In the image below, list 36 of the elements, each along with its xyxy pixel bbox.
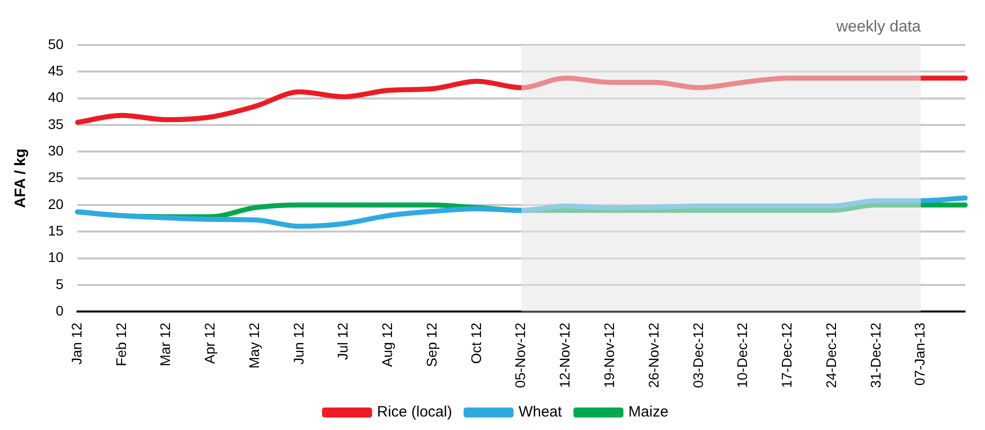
x-tick-label: Aug 12 bbox=[379, 322, 396, 368]
y-tick-label: 5 bbox=[56, 276, 64, 292]
x-tick-label: Apr 12 bbox=[202, 322, 218, 364]
y-tick-label: 30 bbox=[48, 142, 64, 159]
x-tick-label: 19-Nov-12 bbox=[601, 322, 618, 388]
x-tick-label: 26-Nov-12 bbox=[645, 322, 662, 388]
x-tick-label: Jun 12 bbox=[290, 322, 306, 365]
x-tick-label: May 12 bbox=[246, 322, 262, 369]
x-tick-label: 10-Dec-12 bbox=[734, 322, 750, 388]
x-tick-label: 24-Dec-12 bbox=[822, 322, 839, 388]
y-tick-label: 35 bbox=[48, 116, 64, 132]
y-tick-label: 45 bbox=[48, 62, 64, 79]
band-label: weekly data bbox=[835, 18, 921, 36]
y-axis-title: AFA / kg bbox=[12, 148, 30, 208]
x-tick-label: Oct 12 bbox=[468, 322, 484, 364]
x-tick-label: 03-Dec-12 bbox=[690, 322, 706, 388]
x-tick-label: Jul 12 bbox=[334, 322, 351, 360]
x-tick-label: Mar 12 bbox=[157, 322, 174, 366]
legend-label: Wheat bbox=[518, 404, 563, 421]
legend-label: Maize bbox=[628, 404, 668, 421]
x-tick-label: 17-Dec-12 bbox=[778, 322, 795, 388]
x-tick-label: 31-Dec-12 bbox=[867, 322, 884, 388]
y-tick-label: 20 bbox=[48, 196, 64, 212]
y-tick-label: 10 bbox=[48, 249, 64, 266]
y-tick-label: 50 bbox=[48, 36, 64, 52]
y-tick-label: 25 bbox=[48, 169, 64, 186]
legend-label: Rice (local) bbox=[377, 404, 452, 421]
x-tick-label: 05-Nov-12 bbox=[512, 322, 528, 388]
x-tick-label: Jan 12 bbox=[68, 322, 84, 365]
x-tick-label: 07-Jan-13 bbox=[912, 322, 928, 386]
y-tick-label: 0 bbox=[56, 302, 64, 318]
x-tick-label: Sep 12 bbox=[423, 322, 440, 368]
x-tick-label: Feb 12 bbox=[112, 322, 129, 366]
x-tick-label: 12-Nov-12 bbox=[556, 322, 573, 388]
y-tick-label: 15 bbox=[48, 222, 64, 239]
y-tick-label: 40 bbox=[48, 89, 64, 106]
